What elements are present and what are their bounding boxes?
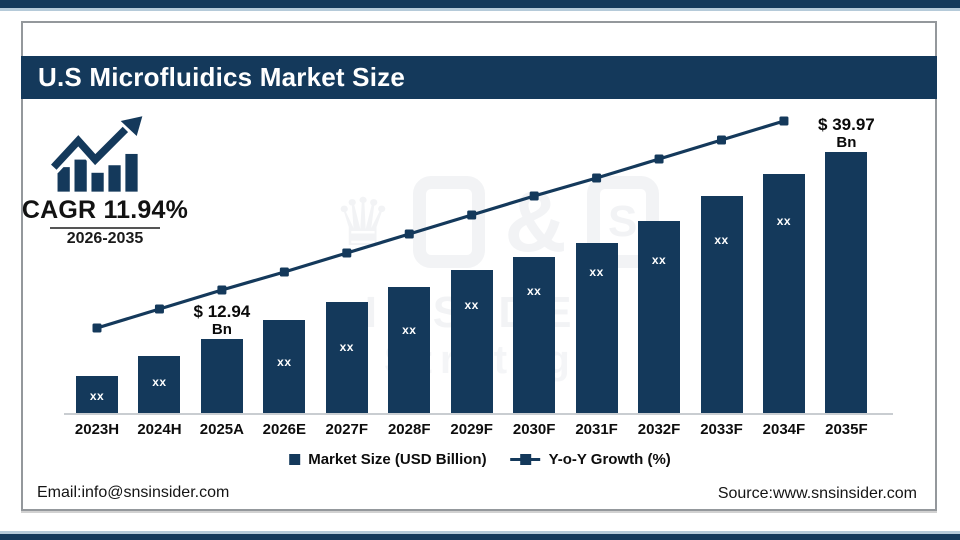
bar-value-label-2032F: xx	[651, 253, 667, 267]
x-tick-2032F: 2032F	[637, 421, 681, 438]
bar-value-label-2034F: xx	[776, 214, 792, 228]
x-tick-2035F: 2035F	[825, 421, 868, 438]
bar-annotation-2025A: $ 12.94 Bn	[193, 302, 251, 338]
bar-value-label-2031F: xx	[589, 265, 604, 279]
page-title: U.S Microfluidics Market Size	[38, 62, 406, 92]
x-tick-2030F: 2030F	[512, 421, 556, 438]
bar-value-label-2024H: xx	[152, 375, 167, 389]
x-tick-2025A: 2025A	[199, 421, 244, 438]
bar-2023H	[76, 376, 118, 413]
bar-legend-label: Market Size (USD Billion)	[308, 451, 487, 468]
x-tick-2029F: 2029F	[450, 421, 493, 438]
bar-2024H	[138, 356, 181, 413]
chart-legend: Market Size (USD Billion) Y-o-Y Growth (…	[289, 451, 671, 468]
bar-2035F	[825, 152, 868, 413]
line-legend-label: Y-o-Y Growth (%)	[548, 451, 671, 468]
bottom-navy-strip	[0, 534, 960, 540]
bar-value-label-2030F: xx	[526, 284, 542, 298]
contact-email: Email:info@snsinsider.com	[37, 484, 230, 501]
bar-value-label-2023H: xx	[89, 389, 105, 403]
bar-2034F	[762, 174, 805, 413]
x-axis-line	[64, 413, 893, 415]
x-tick-2027F: 2027F	[325, 421, 369, 438]
bottom-accent-strip	[0, 531, 960, 534]
x-tick-2024H: 2024H	[137, 421, 182, 438]
bar-2025A	[200, 339, 243, 413]
bar-2029F	[450, 270, 493, 413]
bar-2032F	[638, 221, 681, 413]
bar-2026E	[263, 320, 306, 413]
bar-2033F	[700, 196, 743, 413]
x-tick-2034F: 2034F	[762, 421, 806, 438]
bar-annotation-2035F: $ 39.97 Bn	[818, 115, 875, 151]
top-navy-strip	[0, 0, 960, 8]
x-tick-2023H: 2023H	[74, 421, 120, 438]
legend-item-yoy-growth: Y-o-Y Growth (%)	[510, 451, 671, 468]
bar-legend-swatch	[289, 454, 301, 465]
x-tick-2028F: 2028F	[387, 421, 431, 438]
title-band: U.S Microfluidics Market Size	[21, 56, 937, 99]
line-legend-marker	[510, 454, 541, 465]
bar-2027F	[325, 302, 368, 413]
bar-2028F	[388, 287, 431, 413]
legend-item-market-size: Market Size (USD Billion)	[289, 451, 487, 468]
x-tick-2033F: 2033F	[700, 421, 743, 438]
bar-value-label-2027F: xx	[339, 340, 354, 354]
source-credit: Source:www.snsinsider.com	[717, 485, 917, 502]
line-legend-square	[520, 454, 532, 465]
top-accent-strip	[0, 8, 960, 11]
bar-value-label-2029F: xx	[464, 298, 479, 312]
bar-value-label-2028F: xx	[402, 323, 417, 337]
x-tick-2026E: 2026E	[262, 421, 307, 438]
bar-value-label-2026E: xx	[277, 355, 292, 369]
bar-2030F	[513, 257, 556, 413]
bar-value-label-2033F: xx	[714, 233, 729, 247]
x-tick-2031F: 2031F	[575, 421, 618, 438]
